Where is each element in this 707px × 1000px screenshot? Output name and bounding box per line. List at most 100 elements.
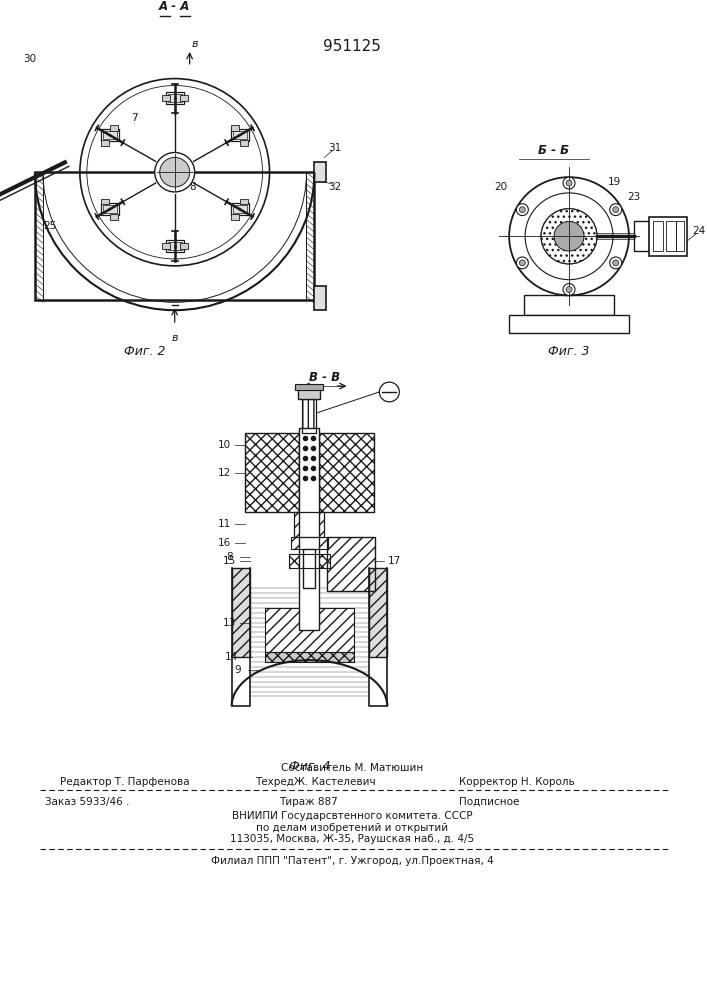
Bar — [315, 286, 327, 310]
Bar — [162, 95, 170, 101]
Circle shape — [520, 207, 525, 213]
Bar — [103, 131, 117, 139]
Circle shape — [541, 209, 597, 264]
Bar — [103, 205, 117, 213]
Circle shape — [155, 153, 194, 192]
Text: 31: 31 — [328, 143, 341, 153]
Text: 15: 15 — [223, 556, 236, 566]
Bar — [298, 389, 320, 399]
Text: 10: 10 — [218, 440, 231, 450]
Bar — [320, 433, 375, 512]
Bar — [230, 203, 249, 215]
Bar — [264, 608, 354, 652]
Bar — [230, 129, 249, 141]
Text: 7: 7 — [132, 113, 138, 123]
Circle shape — [554, 221, 584, 251]
Text: 25: 25 — [43, 221, 57, 231]
Bar — [653, 221, 663, 251]
Bar — [180, 95, 187, 101]
Text: A - A: A - A — [159, 0, 190, 13]
Bar — [288, 554, 330, 568]
Bar — [676, 221, 684, 251]
Bar — [524, 295, 614, 315]
Circle shape — [566, 287, 572, 292]
Bar — [291, 537, 329, 549]
Circle shape — [541, 209, 597, 264]
Bar — [264, 608, 354, 652]
Text: 32: 32 — [328, 182, 341, 192]
Bar — [165, 92, 184, 104]
Text: 20: 20 — [495, 182, 508, 192]
Bar — [369, 568, 387, 657]
Bar — [291, 537, 329, 549]
Bar — [300, 428, 320, 630]
Bar — [101, 129, 119, 141]
Bar — [264, 652, 354, 662]
Text: 13: 13 — [223, 618, 236, 628]
Bar — [303, 399, 317, 433]
Text: 16: 16 — [218, 538, 231, 548]
Text: 8: 8 — [226, 552, 233, 562]
Bar — [231, 125, 239, 131]
Bar — [232, 568, 250, 657]
Bar — [264, 652, 354, 662]
Bar — [168, 94, 182, 102]
Bar — [295, 512, 325, 537]
Bar — [110, 125, 118, 131]
Bar — [101, 140, 110, 146]
Circle shape — [609, 204, 621, 216]
Bar — [320, 433, 375, 512]
Circle shape — [520, 260, 525, 266]
Text: 8: 8 — [189, 182, 196, 192]
Circle shape — [613, 207, 619, 213]
Text: 9: 9 — [234, 665, 241, 675]
Bar — [295, 512, 325, 537]
Bar — [232, 568, 250, 657]
Bar — [101, 199, 110, 204]
Text: ВНИИПИ Государсвтенного комитета. СССР: ВНИИПИ Государсвтенного комитета. СССР — [232, 811, 473, 821]
Bar — [649, 217, 686, 256]
Bar — [315, 162, 327, 182]
Bar — [245, 433, 300, 512]
Bar — [327, 537, 375, 591]
Text: ТехредЖ. Кастелевич: ТехредЖ. Кастелевич — [255, 777, 375, 787]
Bar — [369, 568, 387, 657]
Text: Корректор Н. Король: Корректор Н. Король — [460, 777, 575, 787]
Text: Филиал ППП "Патент", г. Ужгород, ул.Проектная, 4: Филиал ППП "Патент", г. Ужгород, ул.Прое… — [211, 856, 493, 866]
Circle shape — [609, 257, 621, 269]
Circle shape — [516, 257, 528, 269]
Bar — [110, 214, 118, 220]
Bar — [509, 315, 629, 333]
Bar — [233, 205, 247, 213]
Text: 11: 11 — [218, 519, 231, 529]
Bar — [168, 242, 182, 250]
Text: в: в — [192, 39, 198, 49]
Bar — [303, 399, 317, 433]
Text: в: в — [172, 333, 178, 343]
Text: Фиг. 2: Фиг. 2 — [124, 345, 165, 358]
Bar — [296, 384, 323, 390]
Text: Фиг. 4: Фиг. 4 — [288, 760, 330, 773]
Text: 30: 30 — [23, 54, 37, 64]
Bar — [231, 214, 239, 220]
Bar — [245, 433, 300, 512]
Bar — [162, 243, 170, 249]
Circle shape — [516, 204, 528, 216]
Bar — [240, 199, 248, 204]
Text: Заказ 5933/46 .: Заказ 5933/46 . — [45, 797, 129, 807]
Text: Составитель М. Матюшин: Составитель М. Матюшин — [281, 763, 423, 773]
Text: Тираж 887: Тираж 887 — [279, 797, 338, 807]
Text: 113035, Москва, Ж-35, Раушская наб., д. 4/5: 113035, Москва, Ж-35, Раушская наб., д. … — [230, 834, 474, 844]
Text: 951125: 951125 — [324, 39, 381, 54]
Text: по делам изобретений и открытий: по делам изобретений и открытий — [257, 823, 448, 833]
Bar — [101, 203, 119, 215]
Text: 23: 23 — [627, 192, 641, 202]
Bar — [35, 172, 315, 300]
Bar — [180, 243, 187, 249]
Circle shape — [566, 180, 572, 186]
Bar — [240, 140, 248, 146]
Bar — [233, 131, 247, 139]
Text: Фиг. 3: Фиг. 3 — [549, 345, 590, 358]
Text: 17: 17 — [387, 556, 401, 566]
Text: 12: 12 — [218, 468, 231, 478]
